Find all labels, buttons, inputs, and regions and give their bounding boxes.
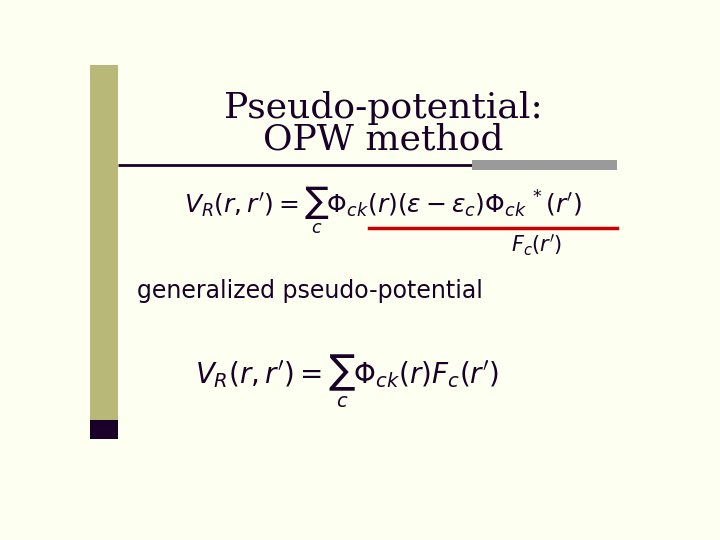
Bar [90,420,118,439]
Text: $F_c(r')$: $F_c(r')$ [510,233,562,259]
Bar [472,160,617,170]
Text: OPW method: OPW method [263,123,503,157]
Text: $V_R(r,r') = \sum_c \Phi_{ck}(r)(\varepsilon - \varepsilon_c)\Phi_{ck}\,{}^*(r'): $V_R(r,r') = \sum_c \Phi_{ck}(r)(\vareps… [184,185,582,236]
Text: $V_R(r,r') = \sum_c \Phi_{ck}(r)F_c(r')$: $V_R(r,r') = \sum_c \Phi_{ck}(r)F_c(r')$ [194,352,499,409]
Text: Pseudo-potential:: Pseudo-potential: [224,91,542,125]
Text: generalized pseudo-potential: generalized pseudo-potential [138,279,483,303]
Bar [90,65,118,422]
